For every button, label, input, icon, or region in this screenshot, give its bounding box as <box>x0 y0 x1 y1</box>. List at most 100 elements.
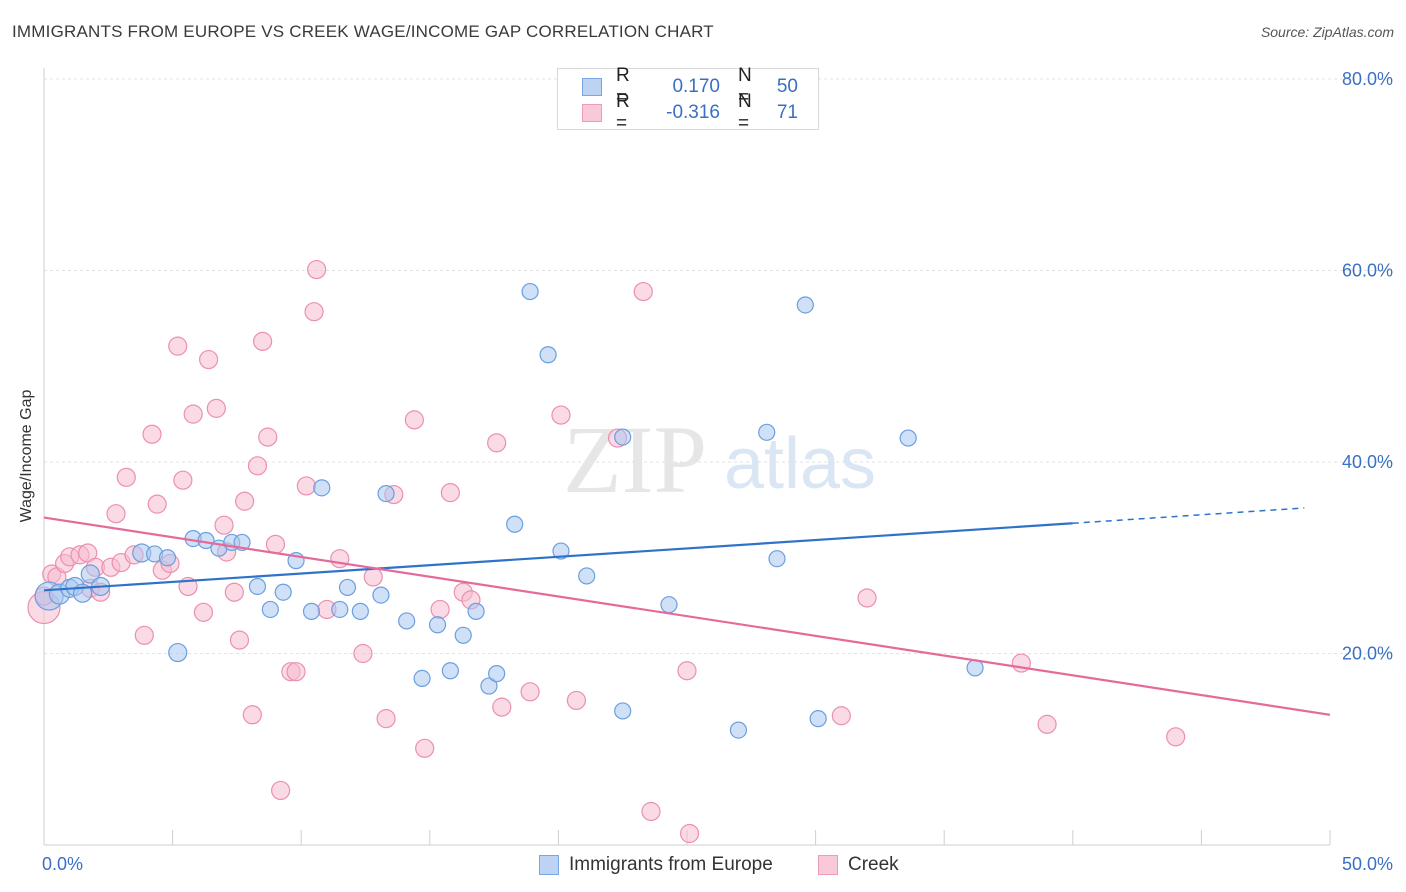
creek-point <box>168 336 188 356</box>
series-legend-creek-label: Creek <box>848 854 899 875</box>
y-tick-label: 60.0% <box>1342 261 1393 281</box>
series-legend-europe[interactable]: Immigrants from Europe <box>539 852 773 878</box>
europe-point <box>796 296 814 314</box>
legend-r-label: R = <box>616 91 630 134</box>
creek-point <box>440 483 460 503</box>
europe-point <box>467 602 485 620</box>
creek-point <box>304 302 324 322</box>
europe-point <box>614 702 632 720</box>
creek-point <box>430 599 450 620</box>
creek-point <box>286 662 306 682</box>
gridlines <box>44 78 1392 654</box>
europe-point <box>506 515 524 533</box>
europe-point <box>428 616 447 634</box>
creek-point <box>677 661 697 681</box>
creek-point <box>258 427 278 447</box>
europe-point <box>372 586 390 604</box>
europe-point <box>261 600 279 619</box>
creek-point <box>1166 727 1186 747</box>
creek-point <box>116 467 136 487</box>
trend-lines <box>43 507 1331 716</box>
creek-point <box>307 259 327 280</box>
europe-point <box>660 596 678 614</box>
creek-point <box>224 582 244 602</box>
legend-n-label: N = <box>738 65 752 108</box>
europe-point <box>578 567 596 585</box>
europe-point <box>168 642 188 663</box>
watermark-atlas: atlas <box>724 424 876 504</box>
creek-point <box>330 549 350 569</box>
europe-point <box>441 662 459 680</box>
legend-r-label: R = <box>616 65 630 108</box>
europe-trend-line <box>43 522 1073 592</box>
y-tick-label: 40.0% <box>1342 452 1393 472</box>
creek-point <box>235 491 255 511</box>
europe-point <box>413 669 431 687</box>
creek-point <box>147 494 167 514</box>
creek-point <box>641 801 661 822</box>
legend-n-label: N = <box>738 91 752 134</box>
creek-point <box>487 433 507 453</box>
x-axis-ticks <box>172 830 1331 845</box>
creek-point <box>415 738 435 758</box>
watermark: ZIP atlas <box>563 406 876 513</box>
europe-point <box>454 626 472 644</box>
creek-point <box>296 476 316 496</box>
creek-point <box>857 588 877 608</box>
europe-point <box>480 677 498 695</box>
chart-source: Source: ZipAtlas.com <box>1260 24 1394 40</box>
europe-point <box>377 484 395 503</box>
series-legend-europe-swatch <box>539 855 559 875</box>
creek-trend-line <box>43 516 1331 716</box>
creek-point <box>520 682 540 702</box>
europe-point <box>521 282 539 301</box>
europe-point <box>302 602 321 620</box>
creek-point <box>247 456 268 476</box>
creek-point <box>1037 714 1057 734</box>
europe-point <box>488 665 506 683</box>
chart-title: IMMIGRANTS FROM EUROPE VS CREEK WAGE/INC… <box>12 22 714 41</box>
europe-point <box>80 564 100 584</box>
creek-point <box>142 424 162 444</box>
creek-point <box>193 602 214 622</box>
europe-point <box>539 346 557 364</box>
creek-point <box>376 709 396 729</box>
legend-swatch-creek <box>582 104 602 122</box>
creek-point <box>265 534 286 554</box>
creek-point <box>173 470 193 490</box>
creek-point <box>206 398 226 418</box>
legend-r-value: 0.170 <box>672 76 720 97</box>
creek-point <box>271 780 291 801</box>
europe-point <box>248 577 267 596</box>
europe-point <box>768 550 786 568</box>
europe-point <box>331 600 349 619</box>
y-tick-label: 20.0% <box>1342 644 1393 664</box>
europe-point <box>809 710 827 728</box>
europe-trend-extension <box>1072 507 1305 525</box>
europe-point <box>899 429 917 447</box>
creek-point <box>199 349 219 370</box>
europe-point <box>552 542 570 560</box>
europe-point <box>338 578 357 597</box>
europe-point <box>313 479 331 497</box>
series-legend-europe-label: Immigrants from Europe <box>569 854 773 875</box>
creek-point <box>134 625 154 645</box>
correlation-legend: R = 0.170 N = 50 R = -0.316 N = 71 <box>557 65 819 134</box>
creek-point <box>253 331 273 351</box>
creek-point <box>551 405 571 425</box>
creek-point <box>242 705 262 725</box>
creek-point <box>363 567 383 587</box>
creek-point <box>679 823 700 844</box>
creek-point <box>492 697 512 717</box>
europe-point <box>398 612 416 630</box>
creek-point <box>404 410 424 430</box>
europe-point <box>158 549 177 567</box>
legend-swatch-europe <box>582 78 602 96</box>
creek-point <box>353 643 373 664</box>
europe-point <box>614 428 632 446</box>
europe-point <box>758 423 776 441</box>
series-legend-creek[interactable]: Creek <box>818 852 899 878</box>
creek-point <box>106 504 126 524</box>
legend-row-creek: R = -0.316 N = 71 <box>582 91 798 134</box>
creek-point <box>566 690 587 711</box>
